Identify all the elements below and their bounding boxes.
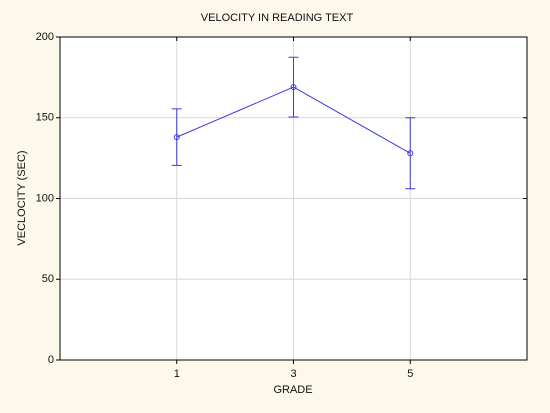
point <box>173 134 180 141</box>
y-axis-label: VECLOCITY (SEC) <box>16 150 28 245</box>
error-bar <box>288 56 299 118</box>
chart-title: VELOCITY IN READING TEXT <box>201 12 354 24</box>
error-bar <box>405 117 416 190</box>
x-tick-label: 5 <box>407 368 413 380</box>
y-tick-label: 200 <box>36 31 54 43</box>
x-axis-label: GRADE <box>273 384 312 396</box>
y-tick-label: 50 <box>42 273 54 285</box>
plot-frame <box>59 36 528 361</box>
y-tick-label: 0 <box>48 354 54 366</box>
y-tick-label: 100 <box>36 192 54 204</box>
y-tick-label: 150 <box>36 112 54 124</box>
point <box>407 150 414 157</box>
x-tick-label: 3 <box>290 368 296 380</box>
point <box>290 84 297 91</box>
x-tick-label: 1 <box>174 368 180 380</box>
error-bar <box>171 108 182 166</box>
